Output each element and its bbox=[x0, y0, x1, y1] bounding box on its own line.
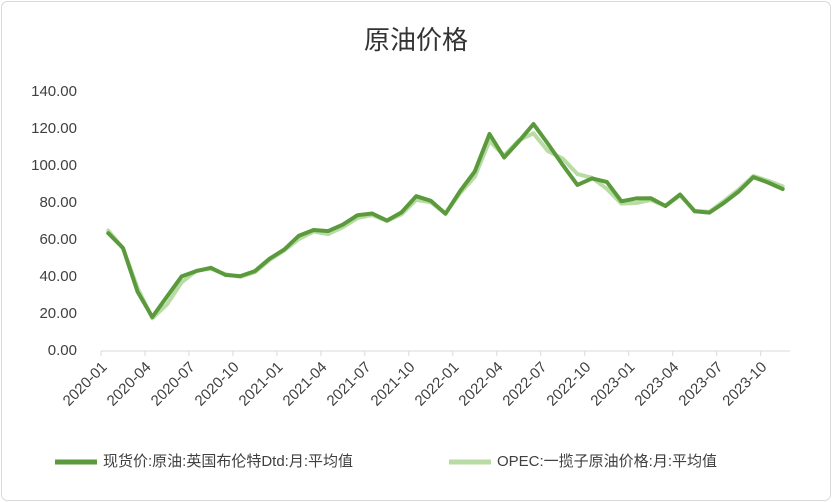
legend-label: 现货价:原油:英国布伦特Dtd:月:平均值 bbox=[103, 452, 353, 470]
legend-label: OPEC:一揽子原油价格:月:平均值 bbox=[497, 453, 717, 470]
y-tick-label: 0.00 bbox=[48, 342, 77, 359]
y-tick-label: 20.00 bbox=[39, 305, 77, 322]
y-tick-label: 60.00 bbox=[39, 231, 77, 248]
y-tick-label: 140.00 bbox=[31, 83, 77, 100]
y-tick-label: 100.00 bbox=[31, 157, 77, 174]
y-tick-label: 40.00 bbox=[39, 268, 77, 285]
chart-title: 原油价格 bbox=[364, 25, 468, 55]
y-tick-label: 80.00 bbox=[39, 194, 77, 211]
series-line bbox=[106, 122, 785, 319]
y-tick-label: 120.00 bbox=[31, 120, 77, 137]
